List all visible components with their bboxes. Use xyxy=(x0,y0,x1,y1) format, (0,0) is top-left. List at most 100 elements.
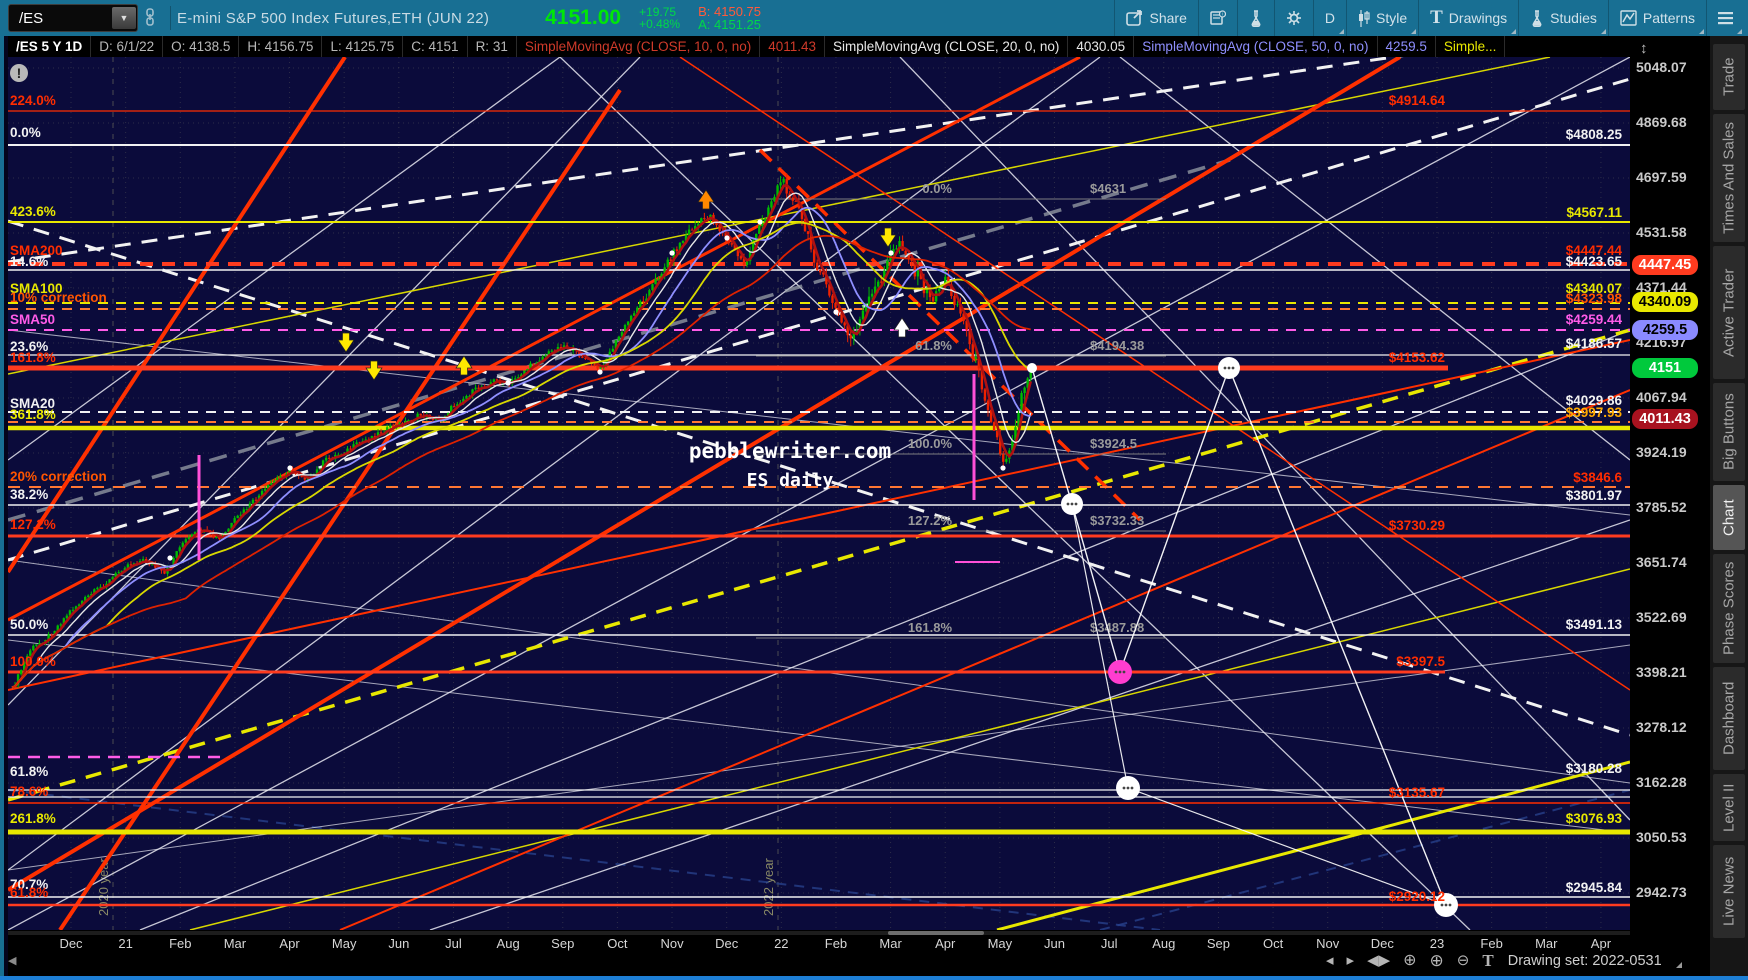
status-segment: D: 6/1/22 xyxy=(91,36,164,57)
status-segment: 4011.43 xyxy=(760,36,826,57)
drawing-node[interactable] xyxy=(1027,363,1037,373)
fib-left-label: 38.2% xyxy=(10,487,48,502)
price-level-label: $3135.67 xyxy=(1389,785,1445,800)
studies-button[interactable]: Studies xyxy=(1518,0,1608,36)
sidebar-tab-live-news[interactable]: Live News xyxy=(1713,845,1745,938)
sidebar-tab-chart[interactable]: Chart xyxy=(1713,485,1745,550)
chart-scrollbar[interactable] xyxy=(8,931,1630,935)
sidebar-tab-level-ii[interactable]: Level II xyxy=(1713,774,1745,841)
price-level-label: $3180.28 xyxy=(1566,761,1623,776)
news-icon: i xyxy=(1210,10,1226,26)
link-icon[interactable] xyxy=(144,7,156,29)
price-level-label: $3846.6 xyxy=(1573,470,1622,485)
time-axis-label: Apr xyxy=(279,936,300,951)
auto-scroll-icon[interactable]: ◀▶ xyxy=(1367,952,1391,969)
zoom-in-icon[interactable]: ⊕ xyxy=(1429,951,1444,970)
pan-left-icon[interactable]: ◀ xyxy=(8,955,17,967)
chart-scrollbar-thumb[interactable] xyxy=(888,931,984,935)
status-segment: O: 4138.5 xyxy=(163,36,240,57)
status-segment: Simple... xyxy=(1436,36,1506,57)
axis-tick: 3278.12 xyxy=(1636,719,1687,735)
fib-left-label: 224.0% xyxy=(10,93,56,108)
status-segment: 4030.05 xyxy=(1068,36,1135,57)
sidebar-tab-times-and-sales[interactable]: Times And Sales xyxy=(1713,114,1745,242)
symbol-dropdown-caret-icon[interactable]: ▼ xyxy=(112,7,136,29)
share-button[interactable]: Share xyxy=(1113,0,1198,36)
menu-button[interactable] xyxy=(1706,0,1744,36)
fib-left-label: 78.6% xyxy=(10,784,48,799)
drawing-set-label[interactable]: Drawing set: 2022-0531 xyxy=(1507,953,1662,969)
dropdown-corner-icon xyxy=(1338,29,1344,34)
price-level-label: $4914.64 xyxy=(1389,93,1446,108)
drawings-button-label: Drawings xyxy=(1448,10,1508,26)
zoom-out-icon[interactable]: ⊖ xyxy=(1456,952,1470,969)
sidebar-tab-big-buttons[interactable]: Big Buttons xyxy=(1713,383,1745,481)
time-axis-label: Jul xyxy=(445,936,462,951)
settings-button[interactable] xyxy=(1273,0,1313,36)
sidebar-tab-dashboard[interactable]: Dashboard xyxy=(1713,667,1745,770)
price-level-label: $3801.97 xyxy=(1566,488,1622,503)
step-back-icon[interactable]: ◂ xyxy=(1326,952,1334,969)
fib-left-label: 20% correction xyxy=(10,469,107,484)
right-sidebar: Trade Times And Sales Active Trader Big But… xyxy=(1710,36,1748,980)
bid-ask: B: 4150.75 A: 4151.25 xyxy=(698,5,761,31)
news-button[interactable]: i xyxy=(1197,0,1237,36)
price-axis[interactable]: ↕ 5048.07 4869.68 4697.59 4531.58 4371.44 421… xyxy=(1630,36,1710,930)
toolbar-buttons: Share i D Style T Drawings Studies Patterns xyxy=(1113,0,1745,36)
sidebar-tab-trade[interactable]: Trade xyxy=(1713,44,1745,110)
step-forward-icon[interactable]: ▸ xyxy=(1346,952,1355,969)
style-button[interactable]: Style xyxy=(1345,0,1418,36)
last-price: 4151.00 xyxy=(545,6,622,29)
symbol-input[interactable]: /ES ▼ xyxy=(8,4,138,32)
top-toolbar: /ES ▼ E-mini S&P 500 Index Futures,ETH (… xyxy=(0,0,1748,36)
fib-left-label: 10% correction xyxy=(10,290,107,305)
ondemand-button[interactable] xyxy=(1236,0,1274,36)
timeframe-button[interactable]: D xyxy=(1312,0,1346,36)
dropdown-corner-icon xyxy=(1511,29,1517,34)
drawings-button[interactable]: T Drawings xyxy=(1418,0,1518,36)
time-axis-label: Oct xyxy=(607,936,628,951)
price-level-label: $2945.84 xyxy=(1566,880,1623,895)
fib-left-label: SMA20 xyxy=(10,396,55,411)
axis-tick: 4067.94 xyxy=(1636,389,1687,405)
fib-left-label: 261.8% xyxy=(10,811,56,826)
fib-price-label: $3732.33 xyxy=(1090,513,1144,528)
warning-icon[interactable] xyxy=(10,64,28,82)
axis-tick: 3651.74 xyxy=(1636,554,1687,570)
price-level-label: $3076.93 xyxy=(1566,811,1623,826)
time-axis-label: Feb xyxy=(824,936,848,951)
price-level-label: $4153.62 xyxy=(1389,350,1445,365)
time-axis-label: Feb xyxy=(169,936,192,951)
time-axis-label: Jun xyxy=(388,936,410,951)
time-axis-label: Apr xyxy=(1590,936,1612,951)
year-marker-label: 2022 year xyxy=(761,858,776,916)
svg-text:!: ! xyxy=(17,65,22,81)
status-segment: SimpleMovingAvg (CLOSE, 10, 0, no) xyxy=(517,36,761,57)
sidebar-tab-phase-scores[interactable]: Phase Scores xyxy=(1713,554,1745,663)
share-icon xyxy=(1125,10,1144,26)
fib-price-label: $3487.88 xyxy=(1090,620,1144,635)
sidebar-tab-active-trader[interactable]: Active Trader xyxy=(1713,246,1745,379)
text-note-icon[interactable]: T xyxy=(1482,951,1494,970)
window-left-edge-inner xyxy=(4,36,8,980)
crosshair-icon[interactable]: ⊕ xyxy=(1403,952,1417,969)
time-axis-label: 23 xyxy=(1429,936,1445,951)
time-axis-label: Mar xyxy=(223,936,247,951)
time-axis-label: Sep xyxy=(551,936,575,951)
status-segment: L: 4125.75 xyxy=(322,36,404,57)
time-axis-label: Jun xyxy=(1044,936,1065,951)
price-level-label: $4340.07 xyxy=(1566,281,1622,296)
timeframe-button-label: D xyxy=(1324,10,1335,26)
price-bubble-4011.43: 4011.43 xyxy=(1632,409,1698,429)
patterns-button[interactable]: Patterns xyxy=(1607,0,1706,36)
axis-tick: 4531.58 xyxy=(1636,224,1687,240)
fib-left-label: 127.2% xyxy=(10,517,56,532)
down-arrow-marker xyxy=(337,332,355,353)
settings-icon xyxy=(1286,10,1302,26)
price-level-label: $4186.57 xyxy=(1566,336,1622,351)
patterns-icon xyxy=(1620,10,1637,26)
price-bubble-4259.5: 4259.5 xyxy=(1632,320,1698,340)
axis-scale-icon[interactable]: ↕ xyxy=(1640,40,1648,57)
